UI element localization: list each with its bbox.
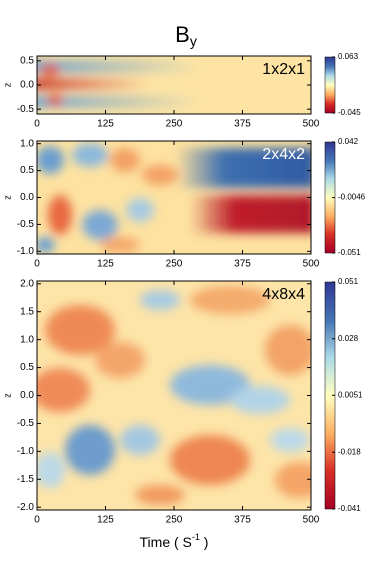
y-tick-label: -2.0 [17, 502, 35, 513]
y-tick-label: -1.0 [17, 446, 35, 457]
axes [36, 55, 312, 115]
x-tick-label: 250 [166, 119, 183, 130]
y-tick-label: -0.5 [17, 104, 35, 115]
title-subscript: y [190, 33, 197, 49]
y-tick-label: 0.0 [20, 80, 34, 91]
x-tick-label: 250 [166, 259, 183, 270]
y-tick-label: 0.5 [20, 362, 34, 373]
x-tick-label: 125 [97, 119, 114, 130]
y-axis-label: z [2, 393, 12, 398]
x-tick-label: 500 [303, 119, 320, 130]
colorbar-tick-label: 0.0051 [338, 390, 363, 399]
panel-label: 4x8x4 [262, 286, 305, 303]
x-tick-label: 500 [303, 515, 320, 526]
y-tick-label: 0.5 [20, 55, 34, 66]
colorbar-tick-label: -0.0046 [338, 193, 366, 202]
y-tick-label: 0.0 [20, 390, 34, 401]
colorbar-tick-label: -0.018 [338, 447, 361, 456]
colorbar [324, 56, 336, 114]
colorbar-tick-label: -0.041 [338, 504, 361, 513]
y-tick-label: 1.5 [20, 306, 34, 317]
heatmap-field [37, 141, 311, 254]
y-tick-label: -1.5 [17, 474, 35, 485]
x-tick-label: 0 [34, 119, 40, 130]
x-tick-label: 0 [34, 259, 40, 270]
axes [36, 140, 312, 255]
x-tick-label: 125 [97, 515, 114, 526]
x-axis-label: Time ( S-1 ) [140, 532, 209, 549]
y-tick-label: 1.0 [20, 138, 34, 149]
colorbar-tick-label: -0.045 [338, 108, 361, 117]
x-axis-label-end: ) [200, 534, 209, 550]
y-axis-label: z [2, 195, 12, 200]
x-tick-label: 375 [234, 259, 251, 270]
title: By [175, 22, 197, 49]
heatmap-field [37, 281, 311, 510]
y-tick-label: 0.5 [20, 165, 34, 176]
y-tick-label: -1.0 [17, 246, 35, 257]
x-tick-label: 0 [34, 515, 40, 526]
colorbar-tick-label: 0.028 [338, 334, 359, 343]
y-tick-label: -0.5 [17, 418, 35, 429]
heatmap-field [37, 56, 311, 114]
panel-label: 2x4x2 [262, 146, 305, 163]
title-main: B [175, 22, 190, 47]
colorbar-tick-label: 0.051 [338, 277, 359, 286]
axes [36, 280, 312, 511]
x-tick-label: 500 [303, 259, 320, 270]
colorbar-tick-label: 0.042 [338, 137, 359, 146]
x-tick-label: 375 [234, 119, 251, 130]
x-axis-label-main: Time ( S [140, 534, 192, 550]
y-tick-label: 0.0 [20, 192, 34, 203]
x-tick-label: 125 [97, 259, 114, 270]
x-tick-label: 250 [166, 515, 183, 526]
x-axis-label-superscript: -1 [192, 532, 200, 542]
colorbar-tick-label: -0.051 [338, 248, 361, 257]
panel-label: 1x2x1 [262, 61, 305, 78]
y-tick-label: 1.0 [20, 334, 34, 345]
colorbar-tick-label: 0.063 [338, 52, 359, 61]
y-tick-label: 2.0 [20, 278, 34, 289]
y-tick-label: -0.5 [17, 219, 35, 230]
x-tick-label: 375 [234, 515, 251, 526]
y-axis-label: z [2, 82, 12, 87]
